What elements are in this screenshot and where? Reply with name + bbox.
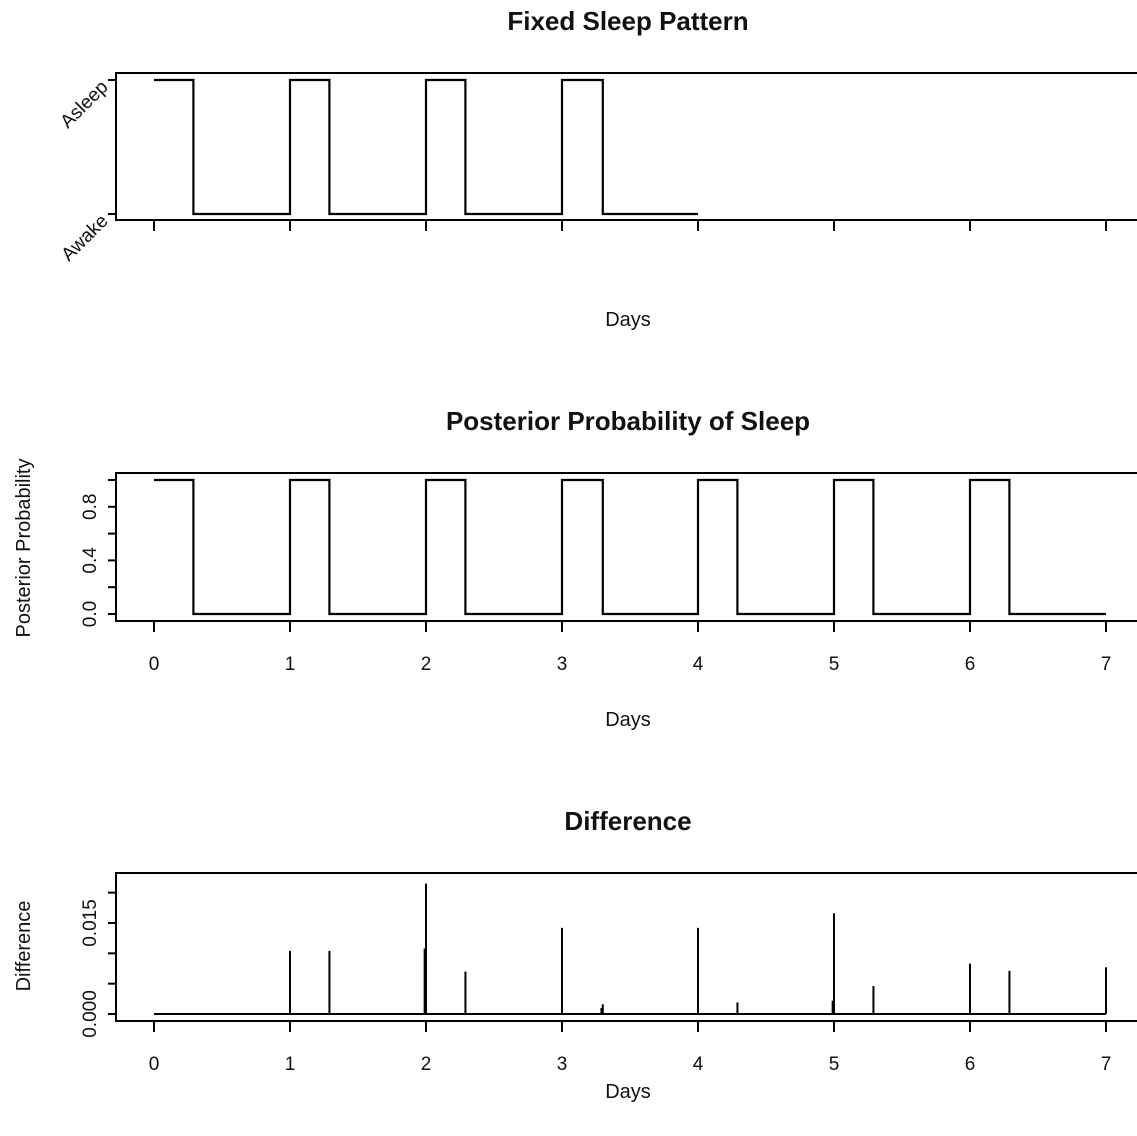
panel1-title: Fixed Sleep Pattern <box>507 6 748 36</box>
panel2-ylabel: Posterior Probability <box>13 459 35 638</box>
panel1-xlabel: Days <box>605 309 651 331</box>
panel3-plot: 0 1 2 3 4 5 6 7 0.000 0.015 <box>80 872 1137 1075</box>
panel1-y-label-asleep: Asleep <box>57 77 113 133</box>
panel2-x-tick-label-2: 2 <box>421 654 432 675</box>
panel1-y-label-awake: Awake <box>58 211 113 266</box>
panel3-x-tick-label-3: 3 <box>557 1054 568 1075</box>
panel1-frame <box>115 72 1137 221</box>
panel2-y-tick-label-1: 0.4 <box>80 547 101 574</box>
panel3-x-tick-label-6: 6 <box>965 1054 976 1075</box>
panel2-x-tick-label-1: 1 <box>285 654 296 675</box>
panel3-ylabel: Difference <box>13 901 35 992</box>
panel2-xlabel: Days <box>605 709 651 731</box>
panel2-x-tick-label-3: 3 <box>557 654 568 675</box>
panel3-y-tick-label-1: 0.015 <box>80 899 101 947</box>
panel2-x-tick-label-6: 6 <box>965 654 976 675</box>
panel2-y-tick-label-2: 0.8 <box>80 494 101 520</box>
panel3-x-tick-label-4: 4 <box>693 1054 704 1075</box>
panel2-title: Posterior Probability of Sleep <box>446 406 810 436</box>
panel1-plot: Asleep Awake <box>57 72 1137 266</box>
panel2-x-tick-label-5: 5 <box>829 654 840 675</box>
panel3-x-tick-label-2: 2 <box>421 1054 432 1075</box>
panel3-y-tick-label-0: 0.000 <box>80 990 101 1038</box>
panel2-x-tick-label-4: 4 <box>693 654 704 675</box>
panel2-frame <box>115 472 1137 622</box>
panel2-x-tick-label-0: 0 <box>149 654 160 675</box>
panel3-title: Difference <box>564 806 691 836</box>
panel3-x-tick-label-0: 0 <box>149 1054 160 1075</box>
panel2-x-tick-label-7: 7 <box>1101 654 1112 675</box>
panel3-xlabel: Days <box>605 1081 651 1103</box>
panel1-series-line <box>154 78 698 216</box>
panel2-plot: 0 1 2 3 4 5 6 7 0.0 0.4 0.8 <box>80 472 1137 675</box>
panel2-y-tick-label-0: 0.0 <box>80 601 101 627</box>
panel2-series-line <box>154 478 1106 616</box>
panel3-x-tick-label-5: 5 <box>829 1054 840 1075</box>
panel3-frame <box>115 872 1137 1022</box>
panel3-x-tick-label-1: 1 <box>285 1054 296 1075</box>
panel3-x-tick-label-7: 7 <box>1101 1054 1112 1075</box>
